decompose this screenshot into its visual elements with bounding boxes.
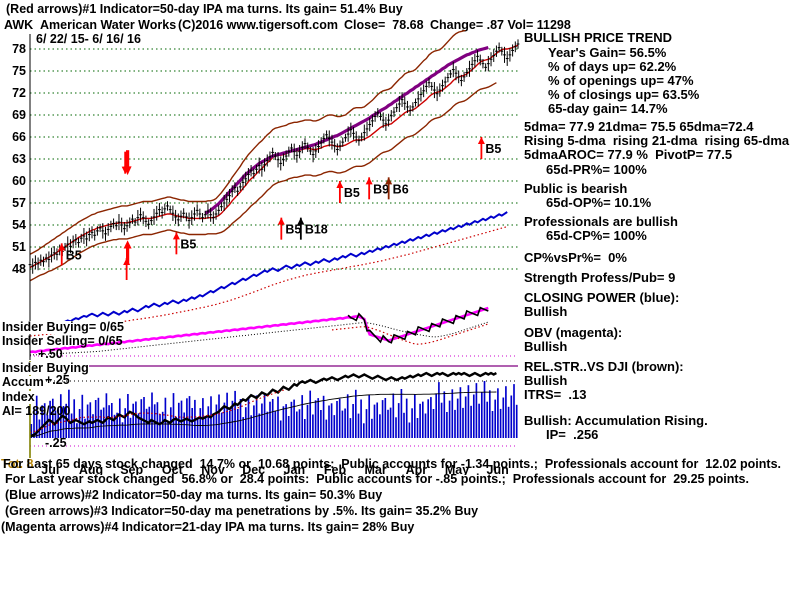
insider-selling-count: Insider Selling= 0/65 [2, 334, 123, 348]
aroc-pivot: 5dmaAROC= 77.9 % PivotP= 77.5 [524, 147, 733, 162]
svg-text:Aug: Aug [79, 463, 103, 475]
indicator-4-headline: (Magenta arrows)#4 Indicator=21-day IPA … [1, 520, 415, 534]
svg-text:Oct: Oct [162, 463, 184, 475]
stat-65day-gain: 65-day gain= 14.7% [548, 101, 668, 116]
svg-text:Feb: Feb [324, 463, 347, 475]
svg-text:Mar: Mar [365, 463, 387, 475]
professional-sentiment: Professionals are bullish [524, 214, 678, 229]
x-axis-month-labels: Jul Aug Sep Oct Nov Dec Jan Feb Mar Apr May Jun [41, 463, 508, 475]
svg-text:69: 69 [12, 108, 26, 122]
obv-panel [29, 306, 518, 357]
op-percent: 65d-OP%= 10.1% [546, 195, 652, 210]
svg-text:Sep: Sep [120, 463, 143, 475]
accumulation-index-panel [29, 365, 518, 447]
ip-value: IP= .256 [546, 427, 599, 442]
svg-text:66: 66 [12, 130, 26, 144]
trend-title: BULLISH PRICE TREND [524, 30, 673, 45]
svg-text:B5: B5 [66, 248, 82, 262]
total-label: Tot. 8 [1, 457, 34, 471]
svg-text:B9: B9 [373, 182, 389, 196]
ticker-symbol: AWK [4, 18, 34, 32]
copyright-notice: (C)2016 www.tigersoft.com [178, 18, 338, 32]
footer-65day-summary: For Last 65 days stock changed 14.7% or … [3, 457, 781, 471]
public-sentiment: Public is bearish [524, 181, 628, 196]
indicator-3-headline: (Green arrows)#3 Indicator=50-day ma pen… [5, 504, 479, 518]
strength-prof-pub: Strength Profess/Pub= 9 [524, 270, 676, 285]
stat-years-gain: Year's Gain= 56.5% [548, 45, 667, 60]
accum-index-title-3: Index [2, 390, 35, 404]
svg-text:B5: B5 [344, 186, 360, 200]
scale-minus-25: -.25 [45, 436, 67, 450]
svg-text:Jan: Jan [284, 463, 306, 475]
pr-percent: 65d-PR%= 100% [546, 162, 647, 177]
accum-index-title-1: Insider Buying [2, 361, 89, 375]
cp-vs-pr: CP%vsPr%= 0% [524, 250, 627, 265]
accumulation-note: Bullish: Accumulation Rising. [524, 413, 708, 428]
obv-title: OBV (magenta): [524, 325, 623, 340]
itrs-value: ITRS= .13 [524, 387, 587, 402]
stat-days-up: % of days up= 62.2% [548, 59, 677, 74]
scale-plus-50: +.50 [38, 347, 63, 361]
svg-text:B5: B5 [180, 237, 196, 251]
stat-openings-up: % of openings up= 47% [548, 73, 694, 88]
svg-text:Jul: Jul [41, 463, 59, 475]
relative-strength-value: Bullish [524, 373, 568, 388]
accum-index-title-2: Accum [2, 375, 44, 389]
close-price: Close= 78.68 [344, 18, 424, 32]
svg-text:B5: B5 [285, 223, 301, 237]
svg-text:51: 51 [12, 240, 26, 254]
stat-closings-up: % of closings up= 63.5% [548, 87, 700, 102]
svg-text:Dec: Dec [242, 463, 265, 475]
cp-percent: 65d-CP%= 100% [546, 228, 647, 243]
obv-value: Bullish [524, 339, 568, 354]
moving-averages: 5dma= 77.9 21dma= 75.5 65dma=72.4 [524, 119, 754, 134]
ai-reading: AI= 189/200 [2, 404, 71, 418]
moving-average-trend: Rising 5-dma rising 21-dma rising 65-dma [524, 133, 790, 148]
svg-text:54: 54 [12, 218, 26, 232]
bollinger-bands [29, 30, 497, 282]
svg-text:72: 72 [12, 86, 26, 100]
svg-text:May: May [445, 463, 469, 475]
svg-text:75: 75 [12, 64, 26, 78]
svg-text:78: 78 [12, 42, 26, 56]
indicator-1-headline: (Red arrows)#1 Indicator=50-day IPA ma t… [6, 2, 403, 16]
svg-text:60: 60 [12, 174, 26, 188]
chart-gridlines [30, 48, 518, 270]
svg-text:Jun: Jun [487, 463, 509, 475]
insider-buying-count: Insider Buying= 0/65 [2, 320, 124, 334]
closing-power-title: CLOSING POWER (blue): [524, 290, 680, 305]
signal-arrows: B5 B5 B5 B18 B5 B9 B6 B5 [58, 137, 501, 280]
svg-text:B5: B5 [485, 142, 501, 156]
closing-power-value: Bullish [524, 304, 568, 319]
y-axis-tick-labels: 78 75 72 69 66 63 60 57 54 51 48 [12, 42, 26, 276]
svg-text:63: 63 [12, 152, 26, 166]
svg-text:Apr: Apr [406, 463, 428, 475]
svg-text:57: 57 [12, 196, 26, 210]
svg-text:B18: B18 [305, 223, 328, 237]
footer-year-summary: For Last year stock changed 56.8% or 28.… [5, 472, 749, 486]
company-name: American Water Works [40, 18, 177, 32]
date-range: 6/ 22/ 15- 6/ 16/ 16 [36, 32, 141, 46]
indicator-2-headline: (Blue arrows)#2 Indicator=50-day ma turn… [5, 488, 383, 502]
svg-text:Nov: Nov [201, 463, 225, 475]
scale-plus-25: +.25 [45, 373, 70, 387]
svg-text:B6: B6 [393, 182, 409, 196]
change-and-volume: Change= .87 Vol= 11298 [430, 18, 571, 32]
relative-strength-title: REL.STR..VS DJI (brown): [524, 359, 684, 374]
price-bars [28, 39, 520, 274]
svg-text:48: 48 [12, 262, 26, 276]
